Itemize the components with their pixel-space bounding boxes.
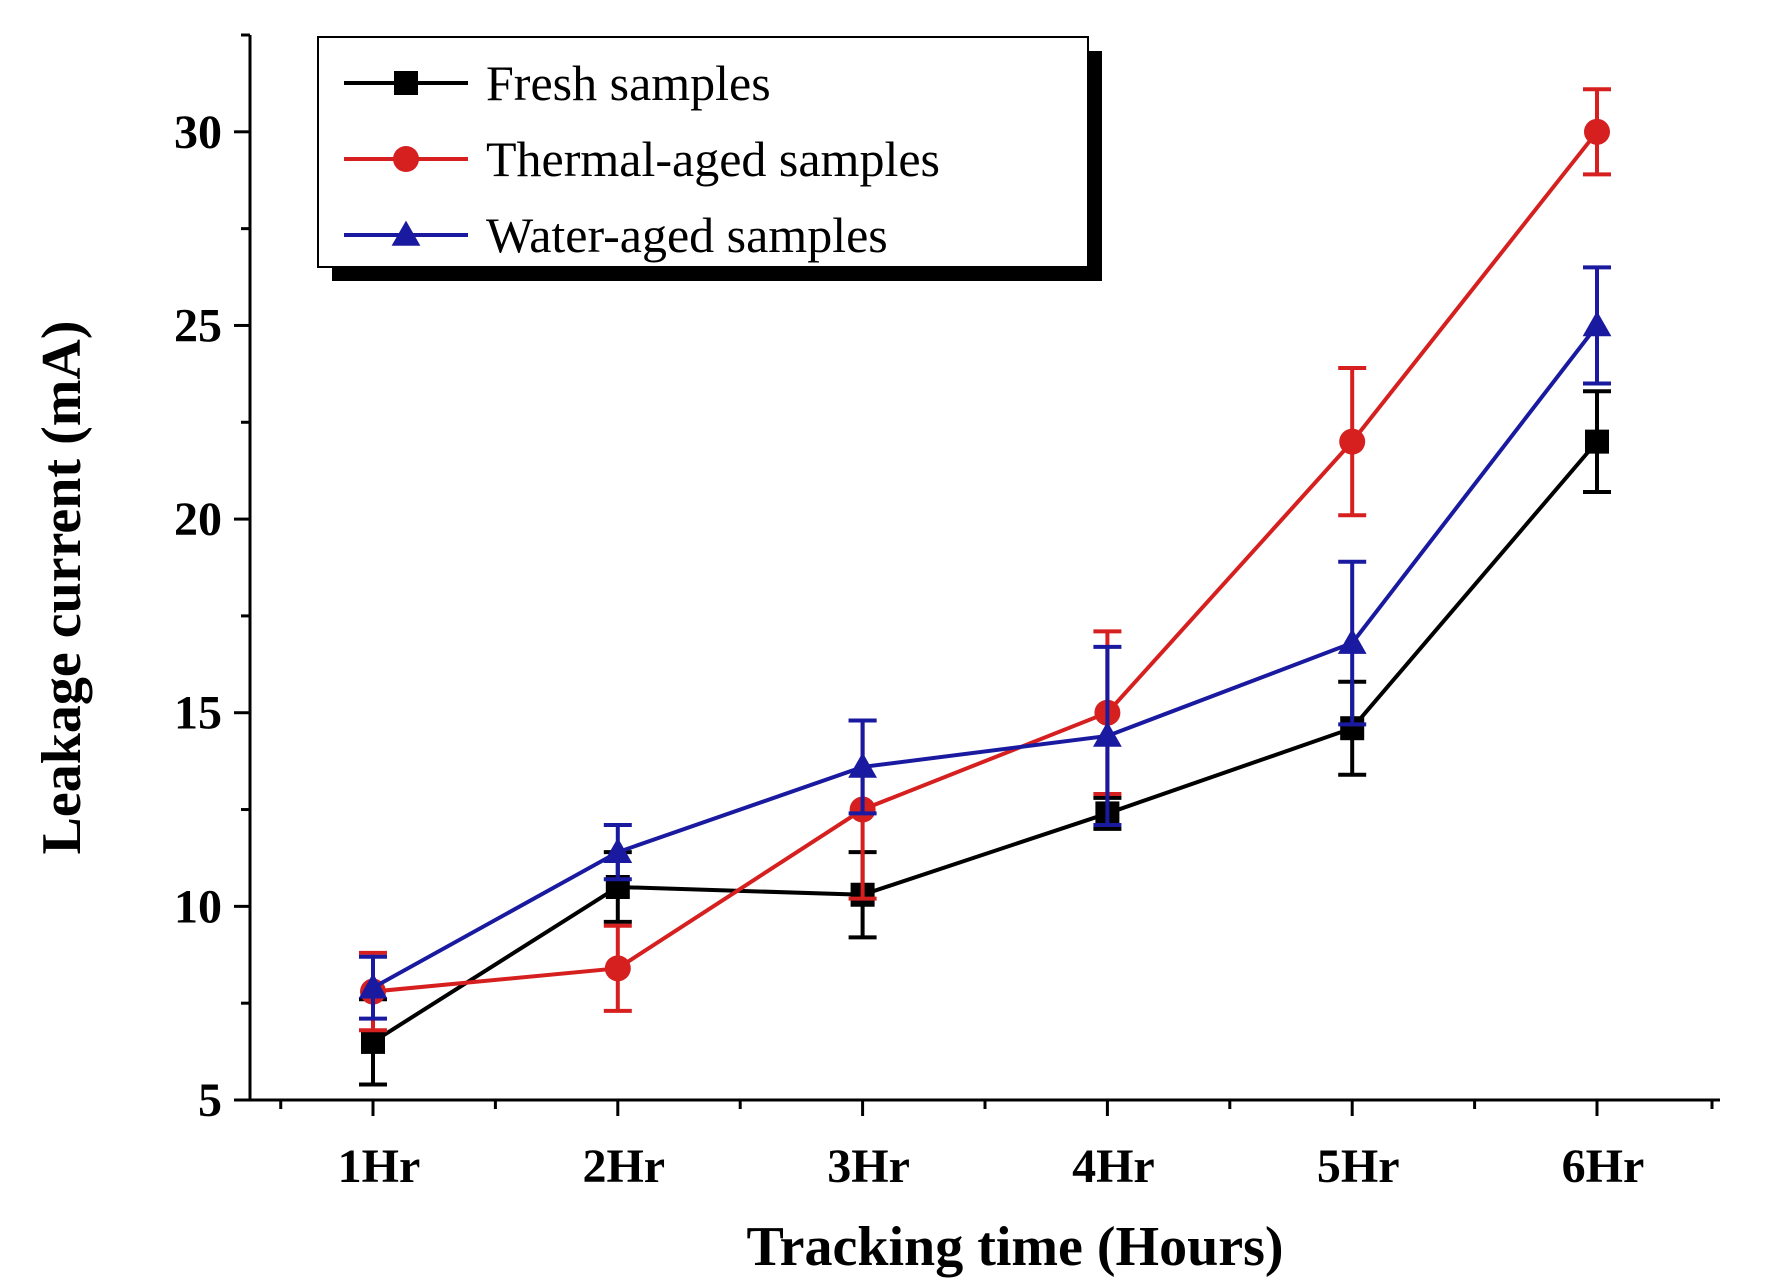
triangle-marker	[391, 220, 421, 246]
x-axis-title: Tracking time (Hours)	[746, 1216, 1283, 1278]
triangle-marker	[848, 752, 877, 778]
x-tick-label: 2Hr	[582, 1140, 665, 1193]
square-marker	[361, 1029, 385, 1054]
square-marker	[394, 71, 418, 95]
square-marker	[1585, 429, 1609, 454]
legend: Fresh samples Thermal-aged samples Water-a…	[317, 36, 1102, 281]
x-tick-label: 5Hr	[1317, 1140, 1400, 1193]
y-tick-label: 15	[174, 687, 222, 740]
circle-marker	[1339, 428, 1366, 455]
legend-label: Water-aged samples	[486, 207, 888, 263]
series-line	[371, 440, 1599, 1044]
triangle-marker	[358, 973, 388, 999]
x-tick-label: 3Hr	[827, 1140, 910, 1193]
axes: 5 10 15 20 25 30 1Hr 2Hr 3Hr 4Hr 5Hr 6Hr	[174, 33, 1720, 1193]
series-2	[358, 265, 1612, 1021]
legend-box	[317, 36, 1089, 268]
triangle-marker	[1093, 721, 1122, 747]
y-tick-label: 5	[198, 1074, 222, 1127]
circle-marker	[604, 955, 631, 982]
triangle-marker	[1582, 311, 1612, 337]
circle-marker	[1584, 118, 1610, 145]
series-layer	[358, 87, 1612, 1087]
y-tick-label: 10	[174, 880, 222, 933]
series-line	[372, 130, 1599, 994]
triangle-marker	[603, 837, 633, 863]
y-tick-label: 25	[174, 299, 222, 352]
y-tick-label: 20	[174, 493, 222, 546]
x-tick-label: 6Hr	[1562, 1140, 1645, 1193]
y-axis-title: Leakage current (mA)	[31, 321, 93, 855]
series-0	[359, 389, 1611, 1087]
series-line	[372, 324, 1599, 990]
x-tick-label: 1Hr	[338, 1140, 421, 1193]
legend-label: Thermal-aged samples	[486, 131, 940, 187]
triangle-marker	[1337, 628, 1367, 654]
circle-marker	[393, 146, 419, 172]
x-tick-label: 4Hr	[1072, 1140, 1155, 1193]
y-tick-label: 30	[174, 106, 222, 159]
legend-label: Fresh samples	[486, 55, 771, 111]
